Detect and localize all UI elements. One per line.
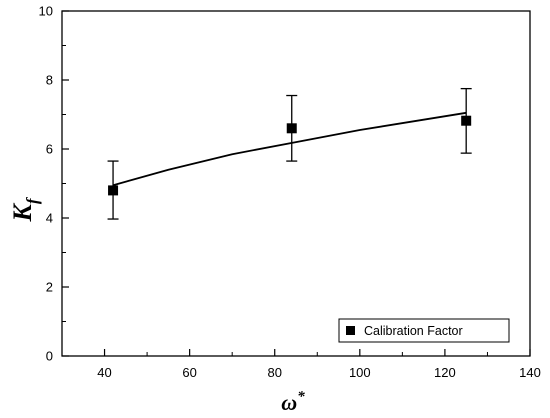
fit-curve bbox=[112, 111, 467, 187]
x-tick-label: 100 bbox=[349, 365, 371, 380]
data-point bbox=[461, 115, 472, 126]
y-tick-label: 4 bbox=[46, 211, 53, 226]
y-tick-label: 0 bbox=[46, 349, 53, 364]
y-tick-label: 8 bbox=[46, 73, 53, 88]
y-tick-label: 2 bbox=[46, 280, 53, 295]
legend-marker bbox=[346, 326, 355, 335]
x-tick-label: 120 bbox=[434, 365, 456, 380]
data-point bbox=[108, 185, 119, 196]
legend-box bbox=[338, 318, 510, 343]
plot-area: 40 60 80 100 120 140 0 2 4 6 8 10 bbox=[39, 4, 541, 381]
x-axis-symbol: ω bbox=[281, 390, 297, 415]
x-axis-title: ω* bbox=[281, 389, 305, 415]
y-axis-title: Kf bbox=[8, 196, 42, 222]
y-axis-subscript: f bbox=[23, 196, 42, 204]
x-tick-label: 80 bbox=[267, 365, 281, 380]
y-tick-label: 6 bbox=[46, 142, 53, 157]
legend: Calibration Factor bbox=[338, 318, 510, 343]
y-axis-symbol: K bbox=[8, 203, 37, 223]
x-tick-label: 40 bbox=[97, 365, 111, 380]
x-axis-superscript: * bbox=[297, 389, 305, 405]
data-point bbox=[286, 123, 297, 134]
legend-label: Calibration Factor bbox=[364, 324, 463, 338]
y-tick-label: 10 bbox=[39, 4, 53, 19]
x-tick-label: 140 bbox=[519, 365, 541, 380]
x-tick-label: 60 bbox=[182, 365, 196, 380]
